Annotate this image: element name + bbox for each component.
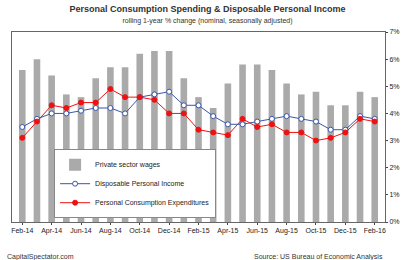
svg-text:2%: 2% (389, 164, 399, 171)
svg-text:Feb-15: Feb-15 (187, 227, 209, 234)
svg-text:7%: 7% (389, 28, 399, 35)
svg-text:Source: US Bureau of Economic: Source: US Bureau of Economic Analysis (254, 253, 383, 260)
svg-text:Jun-14: Jun-14 (70, 227, 92, 234)
svg-text:Oct-14: Oct-14 (129, 227, 150, 234)
svg-text:Private sector wages: Private sector wages (95, 161, 160, 169)
svg-text:4%: 4% (389, 110, 399, 117)
svg-text:3%: 3% (389, 137, 399, 144)
svg-text:6%: 6% (389, 56, 399, 63)
svg-text:Disposable Personal Income: Disposable Personal Income (95, 180, 184, 188)
svg-text:CapitalSpectator.com: CapitalSpectator.com (7, 253, 74, 260)
svg-text:Feb-14: Feb-14 (11, 227, 33, 234)
svg-text:Feb-16: Feb-16 (364, 227, 386, 234)
svg-text:Personal Consumption Spending: Personal Consumption Spending & Disposab… (69, 4, 345, 26)
svg-text:Apr-14: Apr-14 (41, 227, 62, 235)
svg-text:Aug-14: Aug-14 (99, 227, 122, 235)
svg-text:5%: 5% (389, 83, 399, 90)
svg-text:Oct-15: Oct-15 (305, 227, 326, 234)
svg-text:Personal Consumption Expenditu: Personal Consumption Expenditures (95, 199, 209, 207)
svg-text:Aug-15: Aug-15 (275, 227, 298, 235)
svg-text:Jun-15: Jun-15 (247, 227, 269, 234)
svg-text:1%: 1% (389, 191, 399, 198)
svg-text:0%: 0% (389, 218, 399, 225)
svg-text:Apr-15: Apr-15 (217, 227, 238, 235)
svg-text:Dec-15: Dec-15 (334, 227, 357, 234)
svg-text:Dec-14: Dec-14 (158, 227, 181, 234)
